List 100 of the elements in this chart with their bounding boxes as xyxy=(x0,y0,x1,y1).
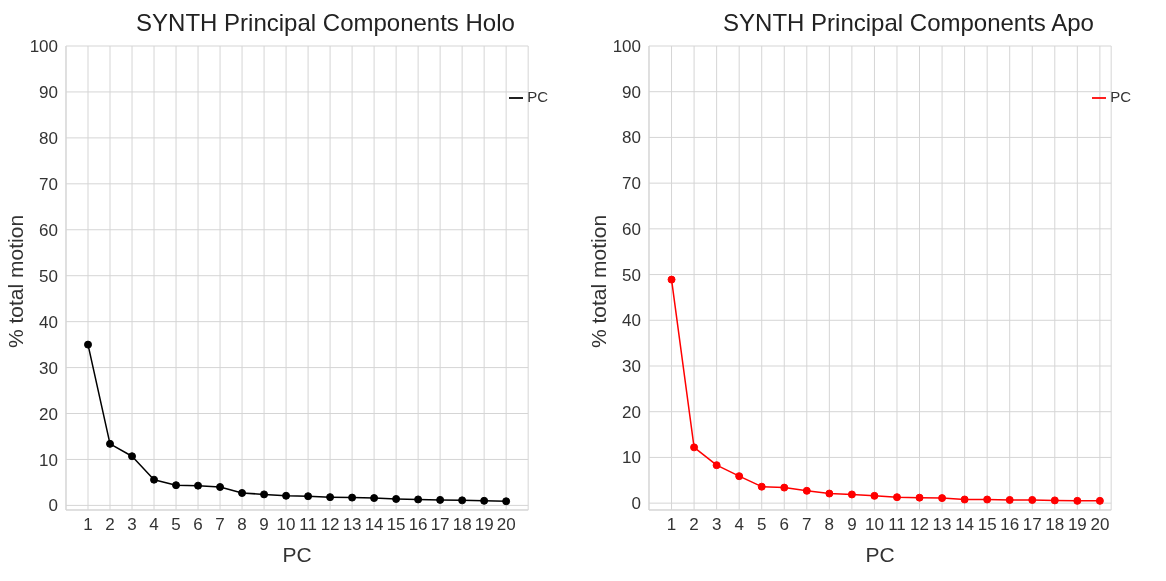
y-tick-label: 40 xyxy=(622,311,641,331)
point xyxy=(1095,496,1104,505)
x-tick-label: 20 xyxy=(496,515,516,535)
x-tick-label: 18 xyxy=(452,515,472,535)
y-tick-label: 80 xyxy=(39,128,58,148)
y-tick-label: 20 xyxy=(39,404,58,424)
point xyxy=(326,493,335,502)
y-tick-label: 60 xyxy=(622,219,641,239)
x-tick-label: 1 xyxy=(666,515,677,535)
point xyxy=(150,475,159,484)
x-tick-label: 18 xyxy=(1045,515,1065,535)
x-tick-label: 9 xyxy=(847,515,857,535)
y-tick-label: 90 xyxy=(39,82,58,102)
point xyxy=(1073,496,1082,505)
y-tick-label: 100 xyxy=(612,37,641,57)
x-tick-label: 19 xyxy=(474,515,494,535)
x-tick-label: 11 xyxy=(888,515,906,535)
point xyxy=(667,275,676,284)
point xyxy=(983,495,992,504)
x-tick-label: 13 xyxy=(342,515,362,535)
x-tick-label: 20 xyxy=(1090,515,1110,535)
x-tick-label: 1 xyxy=(83,515,93,535)
point xyxy=(238,489,247,497)
point xyxy=(128,452,137,461)
point xyxy=(502,497,511,506)
point xyxy=(370,494,379,503)
y-tick-label: 90 xyxy=(622,82,641,102)
point xyxy=(690,443,699,452)
x-tick-label: 2 xyxy=(689,515,699,535)
y-tick-label: 10 xyxy=(39,450,58,470)
point xyxy=(458,496,467,505)
x-tick-label: 5 xyxy=(171,515,181,535)
x-tick-label: 16 xyxy=(1000,515,1020,535)
x-tick-label: 11 xyxy=(299,515,317,535)
point xyxy=(960,495,969,504)
point xyxy=(825,489,834,498)
y-axis-title: % total motion xyxy=(4,214,28,348)
x-tick-label: 2 xyxy=(105,515,115,535)
x-tick-label: 17 xyxy=(430,515,450,535)
y-tick-label: 30 xyxy=(622,357,641,377)
chart-title: SYNTH Principal Components Holo xyxy=(135,8,516,38)
x-tick-label: 7 xyxy=(802,515,812,535)
legend-label: PC xyxy=(527,88,548,105)
point xyxy=(1050,496,1059,505)
point xyxy=(938,494,947,503)
x-tick-label: 15 xyxy=(386,515,406,535)
x-axis-title: PC xyxy=(865,543,895,566)
point xyxy=(414,495,423,504)
point xyxy=(780,483,789,492)
point xyxy=(304,492,313,501)
legend-label: PC xyxy=(1110,88,1131,105)
x-tick-label: 5 xyxy=(756,515,767,535)
point xyxy=(194,481,203,490)
y-tick-label: 20 xyxy=(622,402,641,422)
y-tick-label: 10 xyxy=(622,448,641,468)
point xyxy=(847,490,856,499)
x-tick-label: 6 xyxy=(779,515,789,535)
y-tick-label: 30 xyxy=(39,358,58,378)
point xyxy=(480,496,489,505)
x-tick-label: 10 xyxy=(276,515,296,535)
x-tick-label: 9 xyxy=(259,515,269,535)
x-tick-label: 7 xyxy=(215,515,225,535)
point xyxy=(436,495,445,504)
y-axis-title: % total motion xyxy=(587,214,611,348)
y-tick-label: 40 xyxy=(39,312,58,332)
point xyxy=(348,493,357,502)
point xyxy=(216,483,225,492)
point xyxy=(260,490,269,499)
point xyxy=(84,340,93,349)
y-tick-label: 80 xyxy=(622,128,641,148)
x-tick-label: 3 xyxy=(127,515,137,535)
x-tick-label: 4 xyxy=(734,515,744,535)
point xyxy=(1005,495,1014,504)
point xyxy=(757,482,766,491)
point xyxy=(1028,495,1037,504)
x-tick-label: 14 xyxy=(364,515,384,535)
x-tick-label: 12 xyxy=(320,515,340,535)
x-tick-label: 8 xyxy=(824,515,835,535)
x-tick-label: 13 xyxy=(932,515,952,535)
point xyxy=(392,494,401,503)
point xyxy=(735,472,744,481)
x-tick-label: 14 xyxy=(955,515,975,535)
x-tick-label: 6 xyxy=(193,515,203,535)
x-tick-label: 8 xyxy=(237,515,247,535)
x-tick-label: 15 xyxy=(977,515,997,535)
point xyxy=(712,461,721,470)
point xyxy=(802,486,811,495)
y-tick-label: 70 xyxy=(39,174,58,194)
x-axis-title: PC xyxy=(282,543,312,566)
point xyxy=(915,493,924,502)
y-tick-label: 100 xyxy=(29,37,58,57)
y-tick-label: 60 xyxy=(39,220,58,240)
y-tick-label: 50 xyxy=(39,266,58,286)
x-tick-label: 3 xyxy=(711,515,722,535)
x-tick-label: 10 xyxy=(864,515,884,535)
y-tick-label: 0 xyxy=(48,496,58,516)
x-tick-label: 19 xyxy=(1067,515,1087,535)
y-tick-label: 70 xyxy=(622,174,641,194)
point xyxy=(870,491,879,500)
y-tick-label: 50 xyxy=(622,265,641,285)
